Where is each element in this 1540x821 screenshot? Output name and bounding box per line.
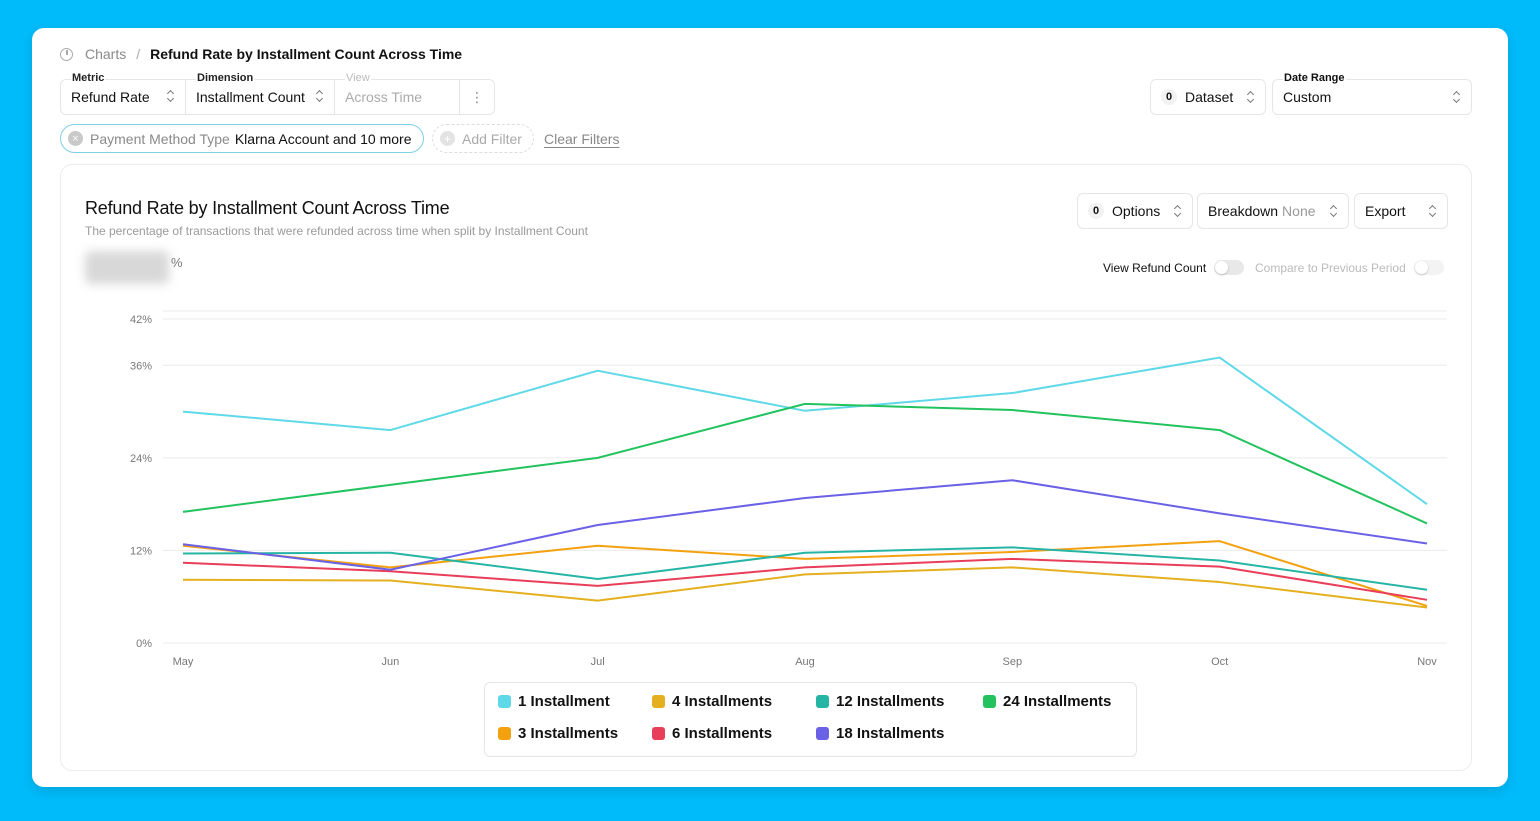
- legend-label: 4 Installments: [672, 693, 773, 710]
- export-button[interactable]: Export: [1354, 193, 1448, 229]
- date-range-label: Date Range: [1283, 72, 1346, 84]
- dimension-value: Installment Count: [196, 89, 305, 105]
- chart-subtitle: The percentage of transactions that were…: [85, 224, 588, 238]
- series-line-3-installments[interactable]: [182, 540, 1428, 607]
- view-refund-count-toggle-row: View Refund Count: [1103, 260, 1245, 275]
- view-label: View: [345, 72, 371, 84]
- more-options-icon[interactable]: ⋮: [470, 88, 484, 105]
- legend-label: 12 Installments: [836, 693, 945, 710]
- chevron-up-down-icon: [316, 90, 324, 102]
- chart-legend: 1 Installment 4 Installments 12 Installmen…: [484, 682, 1137, 757]
- clear-filters-link[interactable]: Clear Filters: [544, 131, 620, 147]
- series-line-6-installments[interactable]: [182, 557, 1428, 601]
- series-line-4-installments[interactable]: [182, 566, 1428, 609]
- legend-swatch: [983, 695, 996, 708]
- line-chart: 0% 12% 24% 36% 42% May Jun Jul Aug Sep Oct Nov: [130, 310, 1447, 668]
- date-range-value: Custom: [1283, 89, 1332, 105]
- legend-swatch: [816, 727, 829, 740]
- add-filter-label: Add Filter: [462, 130, 522, 147]
- chevron-up-down-icon: [1247, 91, 1255, 103]
- chevron-up-down-icon: [167, 90, 175, 102]
- blurred-summary-value: [85, 251, 169, 284]
- legend-swatch: [652, 727, 665, 740]
- add-filter-button[interactable]: + Add Filter: [432, 124, 534, 153]
- value-unit: %: [171, 255, 183, 270]
- y-tick-label: 12%: [130, 545, 152, 557]
- x-tick-label: Jul: [591, 656, 605, 668]
- breadcrumb: Charts / Refund Rate by Installment Coun…: [60, 46, 462, 62]
- x-tick-label: Sep: [1003, 656, 1023, 668]
- chart-title: Refund Rate by Installment Count Across …: [85, 198, 450, 218]
- dataset-label: Dataset: [1185, 89, 1234, 105]
- view-refund-count-toggle[interactable]: [1214, 260, 1245, 275]
- filter-value: Klarna Account and 10 more: [234, 130, 412, 147]
- breadcrumb-root-link[interactable]: Charts: [85, 46, 127, 62]
- view-refund-count-label: View Refund Count: [1103, 260, 1207, 275]
- metric-dimension-view-selector: Metric Refund Rate Dimension Installment…: [60, 72, 495, 115]
- legend-label: 6 Installments: [672, 725, 773, 742]
- compare-previous-toggle[interactable]: [1413, 260, 1444, 275]
- main-card: Charts / Refund Rate by Installment Coun…: [32, 28, 1508, 787]
- x-tick-label: Aug: [795, 656, 815, 668]
- legend-label: 3 Installments: [518, 725, 619, 742]
- page-title: Refund Rate by Installment Count Across …: [150, 46, 463, 62]
- dataset-button[interactable]: 0 Dataset: [1150, 79, 1267, 115]
- x-tick-label: Oct: [1211, 656, 1228, 668]
- y-tick-label: 42%: [130, 314, 152, 326]
- dataset-count-badge: 0: [1161, 89, 1177, 105]
- metric-value: Refund Rate: [71, 89, 150, 105]
- series-line-1-installments[interactable]: [182, 356, 1428, 505]
- legend-swatch: [816, 695, 829, 708]
- options-button[interactable]: 0 Options: [1077, 193, 1194, 229]
- y-tick-label: 24%: [130, 453, 152, 465]
- clock-icon: [60, 47, 73, 61]
- breakdown-label: Breakdown: [1208, 203, 1279, 219]
- options-label: Options: [1112, 203, 1161, 219]
- series-line-24-installments[interactable]: [182, 402, 1428, 525]
- legend-item-12-installments[interactable]: 12 Installments: [816, 693, 944, 710]
- compare-previous-toggle-row: Compare to Previous Period: [1255, 260, 1444, 275]
- legend-label: 1 Installment: [518, 693, 610, 710]
- legend-swatch: [498, 695, 511, 708]
- metric-label: Metric: [71, 72, 106, 84]
- options-count-badge: 0: [1088, 203, 1104, 219]
- legend-item-18-installments[interactable]: 18 Installments: [816, 725, 944, 742]
- legend-item-24-installments[interactable]: 24 Installments: [983, 693, 1111, 710]
- date-range-select[interactable]: Date Range Custom: [1272, 72, 1472, 115]
- x-tick-label: May: [173, 656, 194, 668]
- view-value: Across Time: [345, 89, 423, 105]
- legend-label: 24 Installments: [1003, 693, 1112, 710]
- series-line-18-installments[interactable]: [182, 479, 1428, 571]
- compare-previous-label: Compare to Previous Period: [1255, 260, 1406, 275]
- legend-swatch: [652, 695, 665, 708]
- legend-swatch: [498, 727, 511, 740]
- export-label: Export: [1365, 203, 1406, 219]
- chart-panel: Refund Rate by Installment Count Across …: [60, 164, 1472, 771]
- filter-key: Payment Method Type: [90, 130, 230, 147]
- legend-item-6-installments[interactable]: 6 Installments: [652, 725, 772, 742]
- legend-label: 18 Installments: [836, 725, 945, 742]
- breadcrumb-separator: /: [136, 46, 141, 62]
- breakdown-value: None: [1282, 203, 1316, 219]
- metric-select[interactable]: Metric Refund Rate: [61, 72, 186, 114]
- series-line-12-installments[interactable]: [182, 546, 1428, 591]
- x-tick-label: Jun: [381, 656, 399, 668]
- legend-item-1-installments[interactable]: 1 Installment: [498, 693, 610, 710]
- chevron-up-down-icon: [1453, 91, 1461, 103]
- dimension-select[interactable]: Dimension Installment Count: [186, 72, 335, 114]
- y-tick-label: 36%: [130, 360, 152, 372]
- legend-item-3-installments[interactable]: 3 Installments: [498, 725, 618, 742]
- breakdown-button[interactable]: Breakdown None: [1197, 193, 1349, 229]
- y-tick-label: 0%: [136, 638, 152, 650]
- view-select[interactable]: View Across Time: [335, 72, 460, 114]
- active-filter-pill[interactable]: × Payment Method Type Klarna Account and…: [60, 124, 424, 153]
- remove-filter-icon[interactable]: ×: [68, 131, 83, 146]
- x-tick-label: Nov: [1417, 656, 1437, 668]
- dimension-label: Dimension: [196, 72, 255, 84]
- legend-item-4-installments[interactable]: 4 Installments: [652, 693, 772, 710]
- plus-icon: +: [440, 131, 455, 146]
